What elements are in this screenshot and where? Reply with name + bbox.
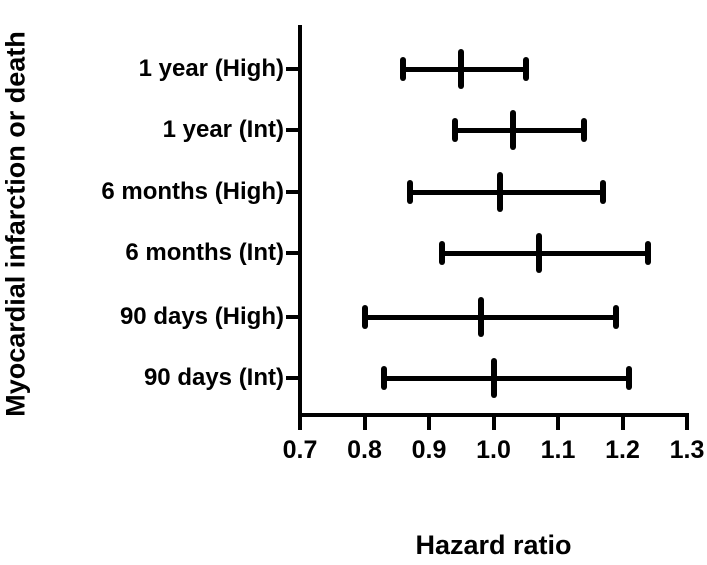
x-axis-tick: [491, 417, 496, 430]
x-axis-tick-label: 1.2: [605, 436, 640, 464]
x-axis-line: [298, 413, 689, 417]
x-axis-tick-label: 1.3: [669, 436, 705, 464]
y-axis-tick: [286, 190, 298, 194]
category-label: 90 days (High): [119, 303, 284, 330]
ci-upper-cap: [645, 241, 652, 265]
hazard-ratio-point-marker: [458, 49, 465, 89]
x-axis-tick: [556, 417, 560, 430]
ci-upper-cap: [522, 57, 529, 81]
y-axis-line: [298, 25, 302, 417]
confidence-interval-bar: [364, 315, 617, 320]
hazard-ratio-point-marker: [535, 233, 542, 273]
confidence-interval-bar: [409, 190, 604, 195]
x-axis-tick: [685, 417, 689, 430]
x-axis-tick-label: 0.7: [282, 436, 318, 464]
x-axis-tick: [362, 417, 367, 430]
ci-lower-cap: [451, 118, 458, 142]
y-axis-tick: [286, 376, 298, 380]
ci-upper-cap: [613, 305, 620, 329]
ci-upper-cap: [600, 180, 607, 204]
confidence-interval-bar: [383, 376, 629, 381]
x-axis-title: Hazard ratio: [415, 530, 572, 560]
confidence-interval-bar: [441, 251, 649, 256]
ci-upper-cap: [580, 118, 587, 142]
x-axis-tick: [427, 417, 431, 430]
hazard-ratio-point-marker: [509, 110, 516, 150]
confidence-interval-bar: [454, 128, 584, 133]
category-label: 6 months (High): [101, 178, 284, 205]
y-axis-tick: [286, 67, 298, 71]
y-axis-tick: [286, 315, 298, 319]
confidence-interval-bar: [403, 67, 526, 72]
x-axis-tick: [298, 417, 302, 430]
category-label: 90 days (Int): [143, 364, 284, 391]
x-axis-tick: [620, 417, 625, 430]
ci-upper-cap: [625, 366, 632, 390]
x-axis-tick-label: 1.0: [476, 436, 511, 464]
x-axis-tick-label: 0.9: [411, 436, 447, 464]
category-label: 6 months (Int): [125, 239, 284, 266]
hazard-ratio-point-marker: [477, 297, 484, 337]
hazard-ratio-point-marker: [490, 358, 497, 398]
ci-lower-cap: [438, 241, 445, 265]
category-label: 1 year (High): [138, 55, 284, 82]
y-axis-tick: [286, 128, 298, 132]
ci-lower-cap: [400, 57, 407, 81]
ci-lower-cap: [406, 180, 413, 204]
y-axis-title: Myocardial infarction or death: [0, 31, 31, 417]
ci-lower-cap: [361, 305, 368, 329]
category-label: 1 year (Int): [162, 116, 284, 143]
x-axis-tick-label: 0.8: [347, 436, 382, 464]
ci-lower-cap: [380, 366, 387, 390]
y-axis-tick: [286, 251, 298, 255]
x-axis-tick-label: 1.1: [540, 436, 576, 464]
hazard-ratio-point-marker: [496, 172, 503, 212]
